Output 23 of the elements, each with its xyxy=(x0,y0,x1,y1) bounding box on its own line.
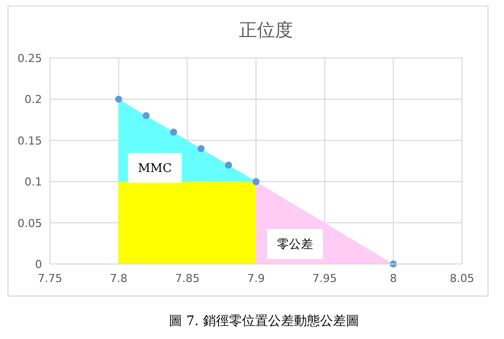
point xyxy=(142,112,150,120)
y-tick-label: 0.15 xyxy=(18,134,42,148)
x-tick-label: 7.75 xyxy=(38,272,62,285)
y-tick-label: 0.05 xyxy=(18,216,42,230)
y-tick-label: 0 xyxy=(35,258,42,271)
point xyxy=(170,128,178,136)
point xyxy=(115,96,122,103)
y-tick-label: 0.25 xyxy=(18,52,42,65)
point xyxy=(225,162,232,169)
x-tick-label: 7.85 xyxy=(175,272,200,285)
y-tick-label: 0.1 xyxy=(24,176,42,189)
x-tick-label: 7.8 xyxy=(110,272,128,285)
annotation: 零公差 xyxy=(277,237,313,251)
x-tick-label: 8 xyxy=(390,272,397,285)
x-tick-label: 7.95 xyxy=(312,272,337,285)
point xyxy=(252,178,260,186)
y-tick-label: 0.2 xyxy=(24,93,42,106)
x-tick-label: 7.9 xyxy=(247,272,265,285)
caption: 圖 7. 銷徑零位置公差動態公差圖 xyxy=(169,314,359,329)
chart-title: 正位度 xyxy=(239,20,293,41)
x-tick-label: 8.05 xyxy=(450,272,474,285)
annotation: MMC xyxy=(138,161,172,175)
point xyxy=(198,145,205,152)
